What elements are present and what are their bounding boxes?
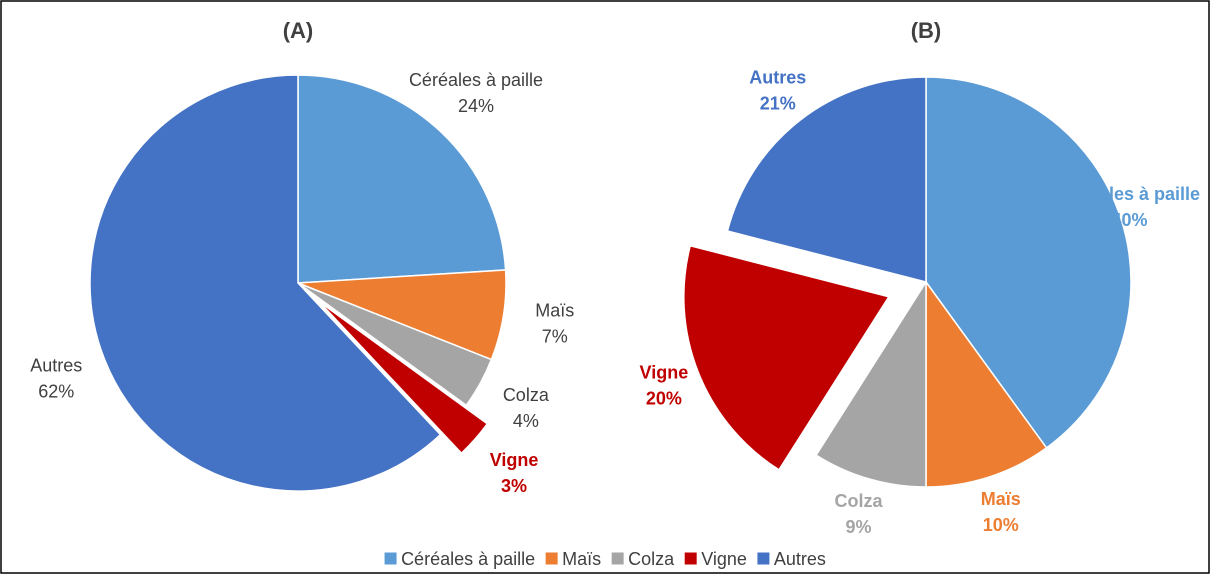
data-label-value: 9% (846, 517, 872, 537)
data-label-value: 10% (983, 515, 1019, 535)
pie-slice (89, 74, 442, 492)
data-label-category: Colza (835, 491, 884, 511)
data-label-category: Autres (30, 355, 82, 375)
legend-swatch (544, 551, 559, 566)
data-label-value: 3% (501, 476, 527, 496)
data-label-value: 7% (542, 326, 568, 346)
legend-label: Colza (628, 549, 675, 569)
data-label-category: Maïs (981, 489, 1021, 509)
legend-label: Maïs (562, 549, 601, 569)
pie-slice (297, 282, 493, 407)
data-label-category: Céréales à paille (409, 70, 543, 90)
data-label-category: Céréales à paille (1059, 184, 1200, 204)
chart-title: (A) (283, 18, 314, 43)
legend-swatch (610, 551, 625, 566)
pie-slice (925, 279, 1048, 488)
data-label-category: Autres (749, 68, 806, 88)
legend-swatch (756, 551, 771, 566)
legend-label: Autres (774, 549, 826, 569)
legend-label: Vigne (701, 549, 747, 569)
pie-slice (683, 244, 890, 471)
legend-swatch (383, 551, 398, 566)
pie-slice (726, 76, 927, 283)
chart-title: (B) (911, 18, 942, 43)
legend-label: Céréales à paille (401, 549, 535, 569)
pie-slice (815, 279, 927, 488)
data-label-value: 40% (1111, 210, 1147, 230)
data-label-value: 24% (458, 96, 494, 116)
data-label-category: Vigne (490, 450, 539, 470)
data-label-category: Vigne (640, 363, 689, 383)
pie-slice (925, 76, 1132, 449)
data-label-category: Maïs (535, 300, 574, 320)
data-label-value: 62% (38, 381, 74, 401)
data-label-value: 21% (760, 94, 796, 114)
data-label-value: 20% (646, 389, 682, 409)
pie-slice (318, 300, 489, 455)
data-label-value: 4% (513, 411, 539, 431)
data-label-category: Colza (503, 385, 550, 405)
pie-slice (297, 74, 507, 284)
legend-swatch (683, 551, 698, 566)
